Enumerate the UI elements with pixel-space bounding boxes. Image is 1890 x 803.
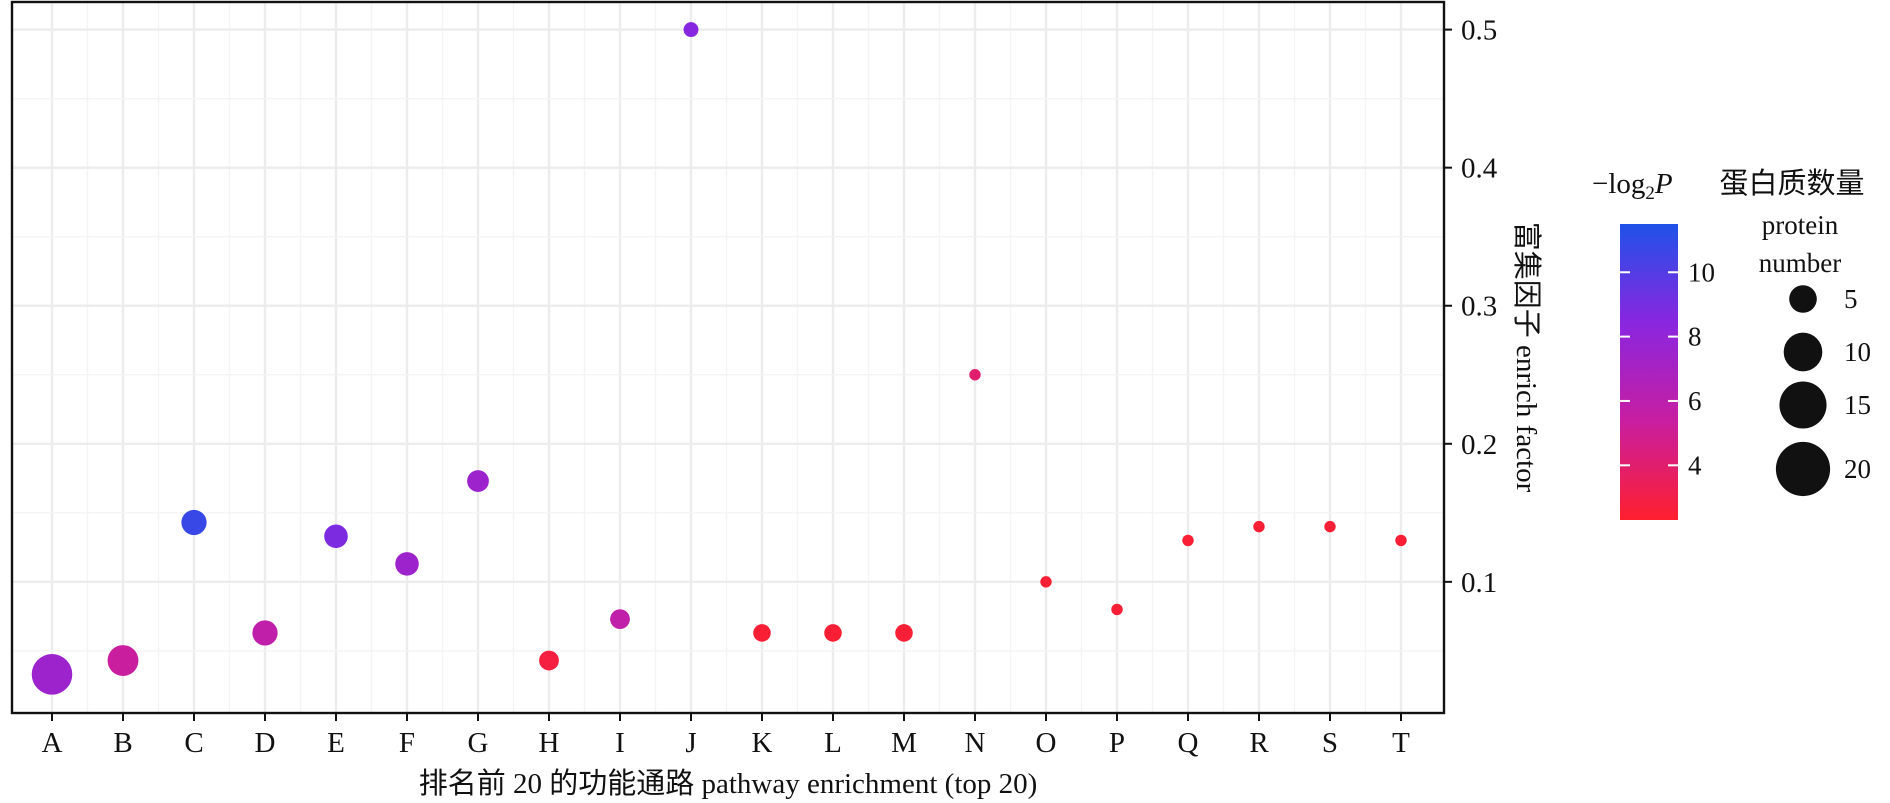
color-legend-title-prefix: −log (1592, 168, 1645, 200)
x-tick-label-L: L (824, 727, 842, 759)
x-tick-label-M: M (891, 727, 917, 759)
x-tick-label-I: I (615, 727, 625, 759)
x-tick-label-B: B (113, 727, 132, 759)
size-legend-circle-5 (1789, 285, 1817, 313)
size-legend-label-20: 20 (1844, 454, 1871, 484)
bubble-B (107, 645, 139, 676)
y-tick-label-0.1: 0.1 (1461, 567, 1497, 599)
bubble-J (683, 22, 699, 38)
bubble-G (467, 470, 489, 492)
bubble-A (31, 654, 73, 695)
color-legend-title-subscript: 2 (1645, 183, 1655, 204)
color-legend-title: −log2P (1592, 168, 1673, 204)
bubble-C (181, 509, 207, 536)
x-tick-label-O: O (1036, 727, 1057, 759)
bubble-R (1253, 520, 1265, 533)
size-legend-label-10: 10 (1844, 337, 1871, 367)
bubble-Q (1182, 534, 1194, 547)
color-legend-ticks: 4 6 8 10 (1620, 257, 1715, 480)
size-legend-label-15: 15 (1844, 390, 1871, 420)
size-legend-title-zh: 蛋白质数量 (1719, 167, 1864, 200)
x-tick-label-P: P (1109, 727, 1125, 759)
color-tick-label-8: 8 (1688, 322, 1702, 352)
x-axis-title: 排名前 20 的功能通路 pathway enrichment (top 20) (419, 767, 1038, 800)
y-tick-label-0.2: 0.2 (1461, 429, 1497, 461)
bubble-H (539, 650, 559, 671)
bubble-K (753, 624, 771, 642)
size-legend-title-en-line1: protein (1762, 210, 1839, 240)
bubble-F (395, 552, 419, 576)
x-tick-label-S: S (1322, 727, 1338, 759)
color-legend-title-variable: P (1654, 168, 1673, 200)
bubble-N (969, 369, 981, 381)
size-legend-label-5: 5 (1844, 284, 1858, 314)
size-legend: 蛋白质数量 protein number 5 10 15 20 (1719, 167, 1871, 497)
y-tick-label-0.4: 0.4 (1461, 153, 1498, 185)
size-legend-circle-15 (1779, 381, 1827, 429)
color-tick-label-4: 4 (1688, 450, 1702, 480)
bubble-P (1111, 603, 1123, 616)
bubble-D (252, 620, 278, 646)
plot-panel-border (10, 0, 1446, 715)
size-legend-circle-10 (1783, 332, 1823, 372)
size-legend-circle-20 (1775, 441, 1831, 497)
x-tick-label-N: N (965, 727, 986, 759)
size-legend-entries: 5 10 15 20 (1775, 284, 1871, 497)
bubble-series (31, 22, 1407, 695)
x-tick-label-A: A (42, 727, 63, 759)
axes: A B C D E F G H I J K L M N O P Q R S T 0.1 0.2 0.3 0.4 0.5 (42, 15, 1498, 759)
size-legend-title-en-line2: number (1759, 248, 1841, 278)
grid-lines (12, 2, 1444, 713)
x-tick-label-F: F (399, 727, 415, 759)
x-tick-label-E: E (327, 727, 345, 759)
color-legend-bar (1620, 224, 1678, 520)
x-tick-label-Q: Q (1178, 727, 1199, 759)
color-tick-label-10: 10 (1688, 257, 1715, 287)
x-tick-label-J: J (685, 727, 696, 759)
x-tick-label-G: G (468, 727, 489, 759)
y-axis-title: 富集因子 enrich factor (1510, 222, 1543, 493)
bubble-L (824, 624, 842, 642)
x-tick-label-H: H (539, 727, 560, 759)
y-tick-label-0.5: 0.5 (1461, 15, 1497, 47)
y-tick-label-0.3: 0.3 (1461, 291, 1497, 323)
bubble-M (895, 624, 913, 642)
bubble-E (324, 524, 348, 549)
x-tick-label-K: K (752, 727, 773, 759)
bubble-T (1395, 534, 1407, 547)
x-tick-label-R: R (1249, 727, 1269, 759)
x-tick-label-C: C (184, 727, 203, 759)
bubble-O (1040, 576, 1052, 588)
bubble-I (610, 609, 630, 630)
color-legend: −log2P 4 6 8 10 (1592, 168, 1715, 520)
x-tick-label-T: T (1392, 727, 1410, 759)
x-tick-label-D: D (255, 727, 276, 759)
bubble-S (1324, 520, 1336, 533)
color-tick-label-6: 6 (1688, 386, 1702, 416)
